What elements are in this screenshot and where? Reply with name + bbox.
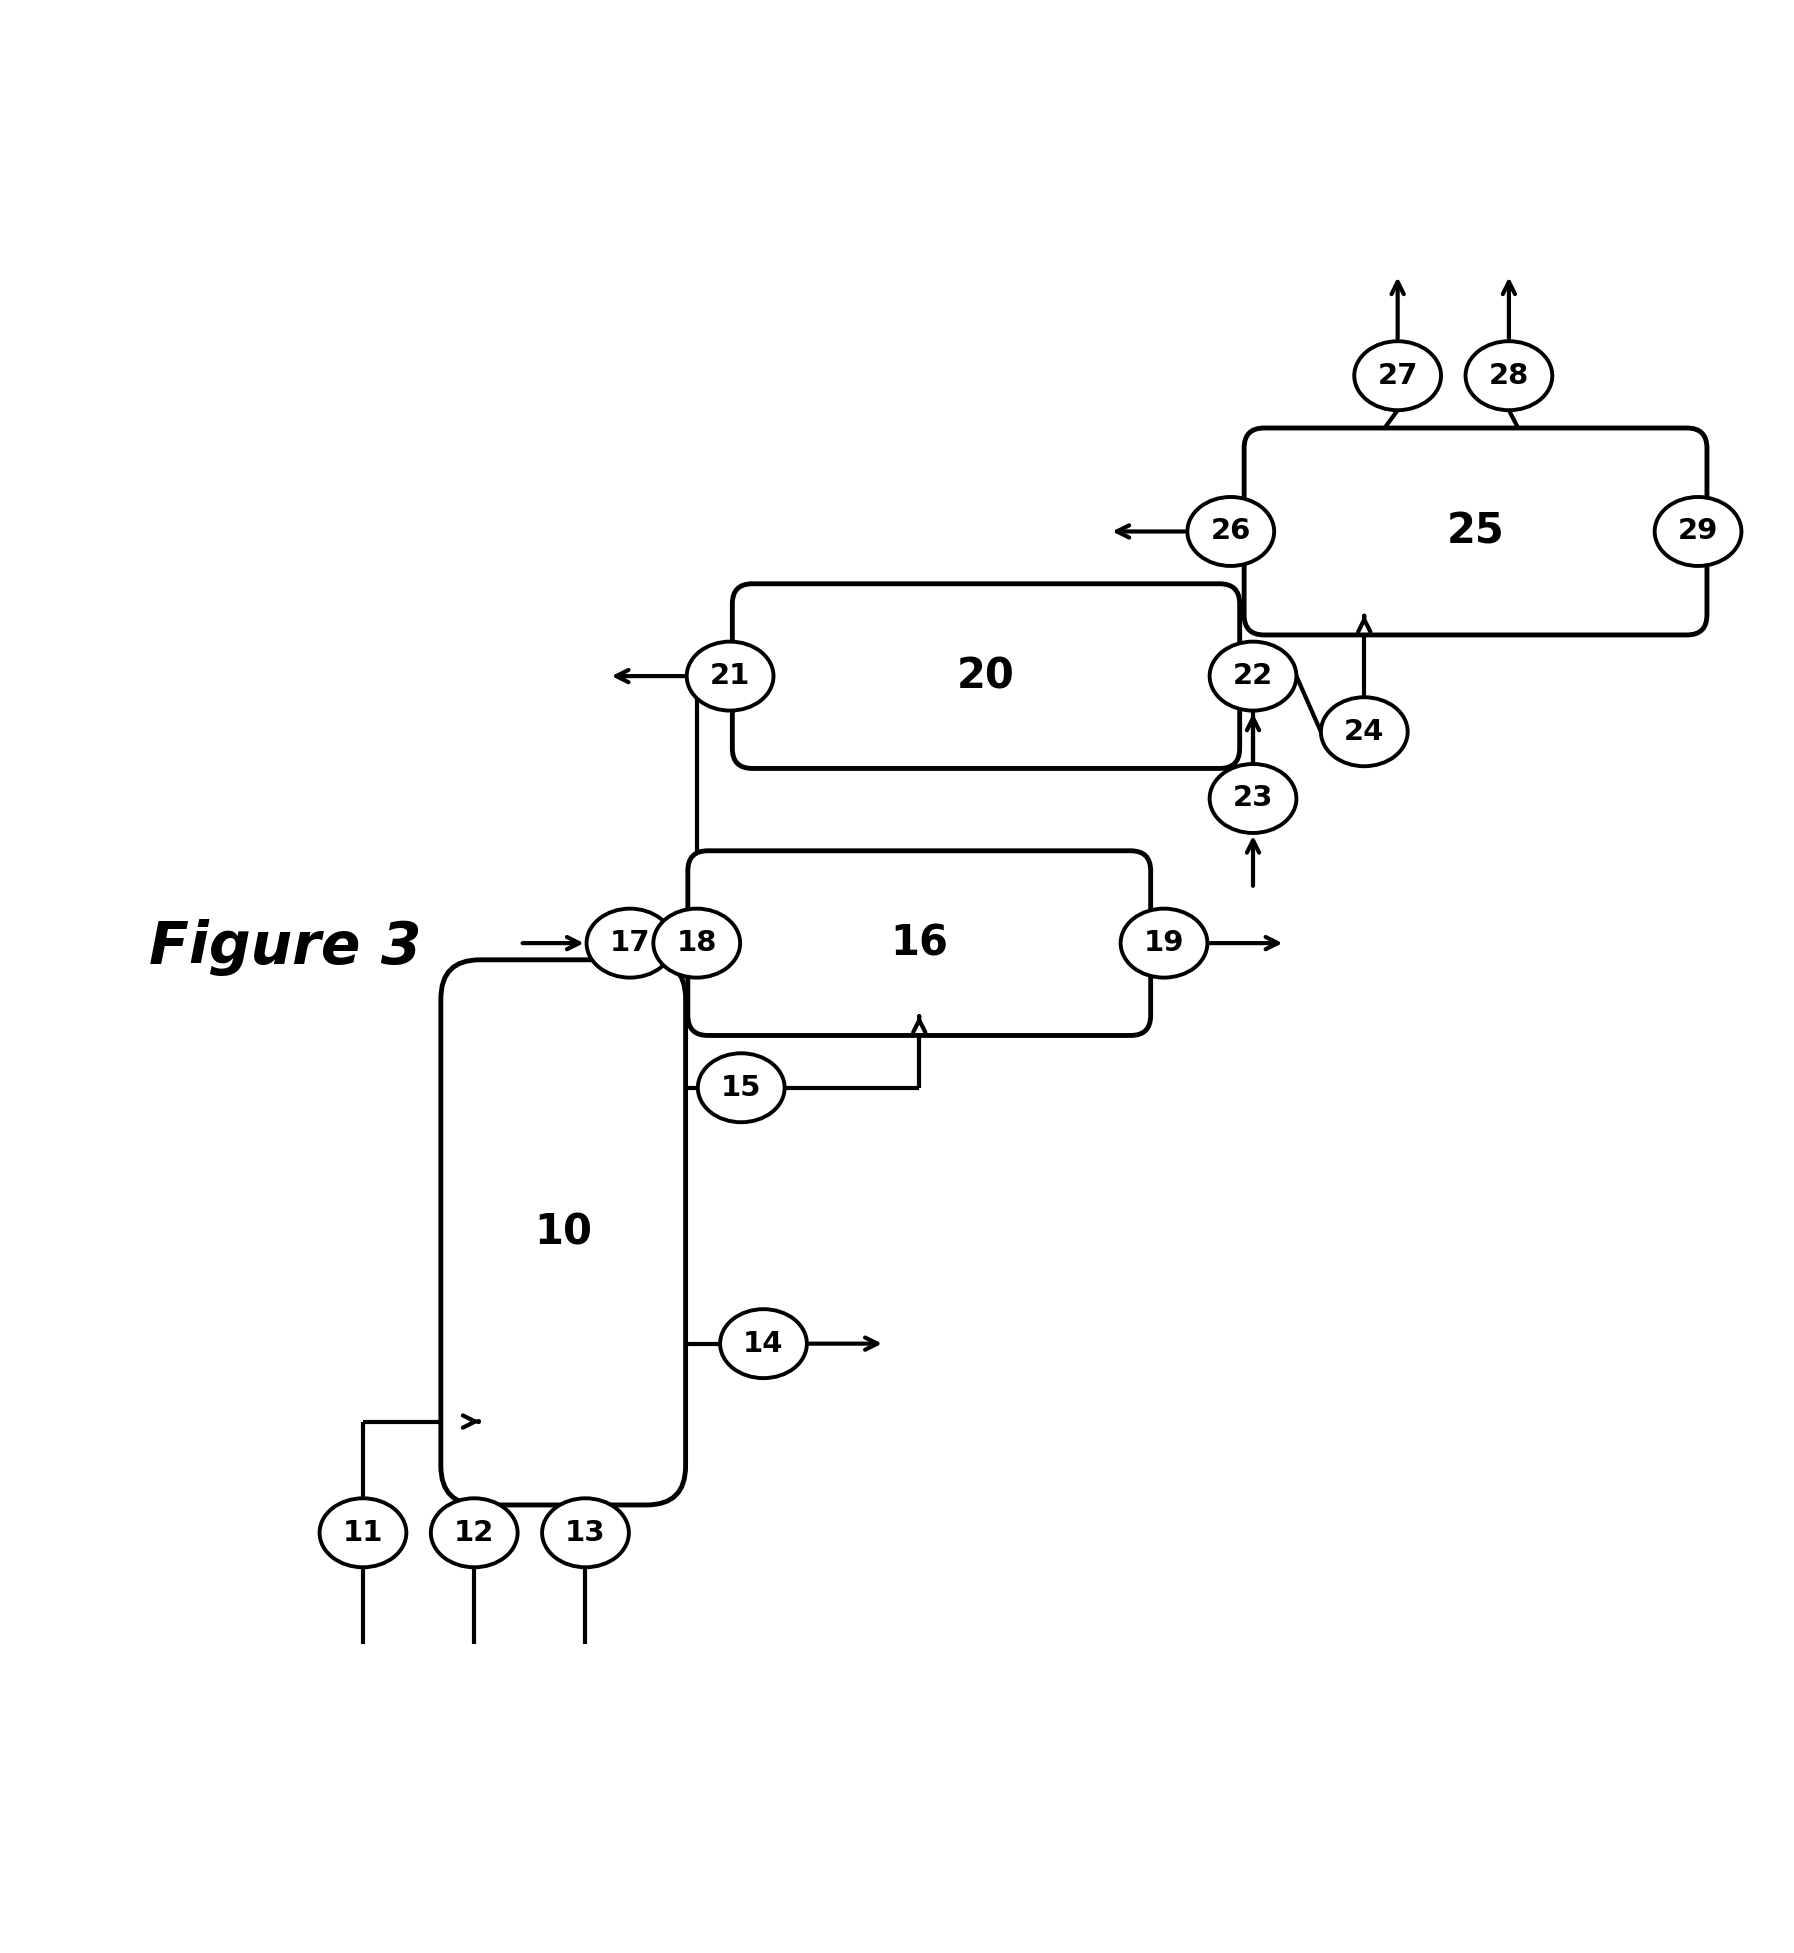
Ellipse shape [1209,643,1297,711]
Ellipse shape [1354,342,1441,410]
Text: 11: 11 [343,1519,384,1547]
FancyBboxPatch shape [1243,428,1706,635]
Ellipse shape [1121,908,1207,978]
Ellipse shape [1654,496,1742,566]
Text: 14: 14 [743,1330,784,1357]
Ellipse shape [719,1309,807,1379]
FancyBboxPatch shape [441,959,685,1506]
Text: 25: 25 [1446,510,1505,553]
Ellipse shape [687,643,773,711]
Text: 10: 10 [535,1211,592,1254]
Text: 15: 15 [721,1074,761,1101]
Ellipse shape [1188,496,1274,566]
Text: 12: 12 [454,1519,495,1547]
Text: 20: 20 [956,654,1015,697]
Text: 21: 21 [710,662,750,689]
Text: 18: 18 [676,930,718,957]
Ellipse shape [319,1498,407,1566]
Ellipse shape [587,908,673,978]
Ellipse shape [1320,697,1408,766]
Ellipse shape [542,1498,630,1566]
Text: 16: 16 [890,922,949,965]
Text: 26: 26 [1211,518,1250,545]
Text: 29: 29 [1677,518,1719,545]
Text: 27: 27 [1378,361,1417,391]
Text: 24: 24 [1344,719,1385,746]
Ellipse shape [698,1053,784,1123]
Text: 17: 17 [610,930,649,957]
Text: Figure 3: Figure 3 [149,920,422,976]
Text: 28: 28 [1489,361,1528,391]
Ellipse shape [431,1498,518,1566]
Ellipse shape [1209,764,1297,834]
Text: 22: 22 [1232,662,1274,689]
Text: 19: 19 [1145,930,1184,957]
Text: 13: 13 [565,1519,606,1547]
Ellipse shape [1466,342,1552,410]
Ellipse shape [653,908,741,978]
Text: 23: 23 [1232,785,1274,812]
FancyBboxPatch shape [687,852,1150,1035]
FancyBboxPatch shape [732,584,1240,768]
